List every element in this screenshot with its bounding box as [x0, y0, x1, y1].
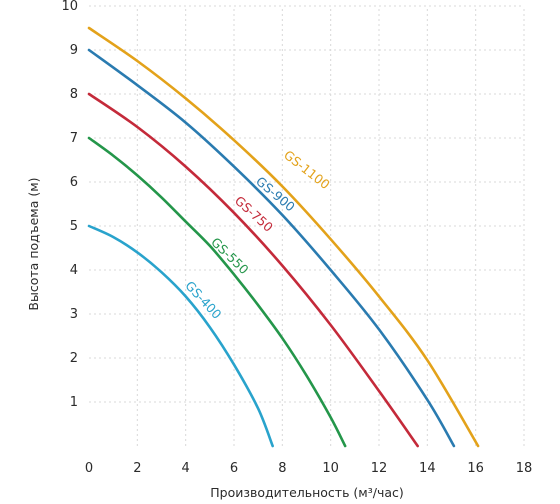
y-tick-label: 4 — [70, 263, 78, 278]
series-line-gs-750 — [87, 92, 419, 448]
y-tick-labels: 1 2 3 4 5 6 7 8 9 10 — [61, 0, 78, 410]
y-axis-title: Высота подъема (м) — [26, 177, 41, 310]
x-tick-labels: 0 2 4 6 8 10 12 14 16 18 — [85, 461, 532, 476]
y-tick-label: 8 — [70, 87, 78, 102]
y-tick-label: 9 — [70, 43, 78, 58]
y-tick-label: 6 — [70, 175, 78, 190]
curve-label-gs-750: GS-750 — [232, 193, 276, 235]
y-tick-label: 5 — [70, 219, 78, 234]
y-tick-label: 3 — [70, 307, 78, 322]
y-tick-label: 2 — [70, 351, 78, 366]
y-tick-label: 1 — [70, 395, 78, 410]
x-tick-label: 2 — [133, 461, 141, 476]
curves — [87, 26, 480, 448]
series-line-gs-900 — [87, 48, 456, 448]
x-tick-label: 12 — [371, 461, 388, 476]
grid — [89, 5, 525, 446]
x-tick-label: 8 — [278, 461, 286, 476]
x-tick-label: 14 — [419, 461, 436, 476]
x-tick-label: 4 — [182, 461, 190, 476]
x-tick-label: 0 — [85, 461, 93, 476]
series-line-gs-1100 — [87, 26, 480, 448]
curve-label-gs-1100: GS-1100 — [281, 147, 333, 192]
x-tick-label: 18 — [516, 461, 533, 476]
x-tick-label: 6 — [230, 461, 238, 476]
series-line-gs-550 — [87, 136, 347, 448]
series-line-gs-400 — [87, 224, 274, 448]
x-tick-label: 10 — [322, 461, 339, 476]
y-tick-label: 10 — [61, 0, 78, 14]
y-tick-label: 7 — [70, 131, 78, 146]
x-axis-title: Производительность (м³/час) — [210, 485, 404, 500]
x-tick-label: 16 — [467, 461, 484, 476]
